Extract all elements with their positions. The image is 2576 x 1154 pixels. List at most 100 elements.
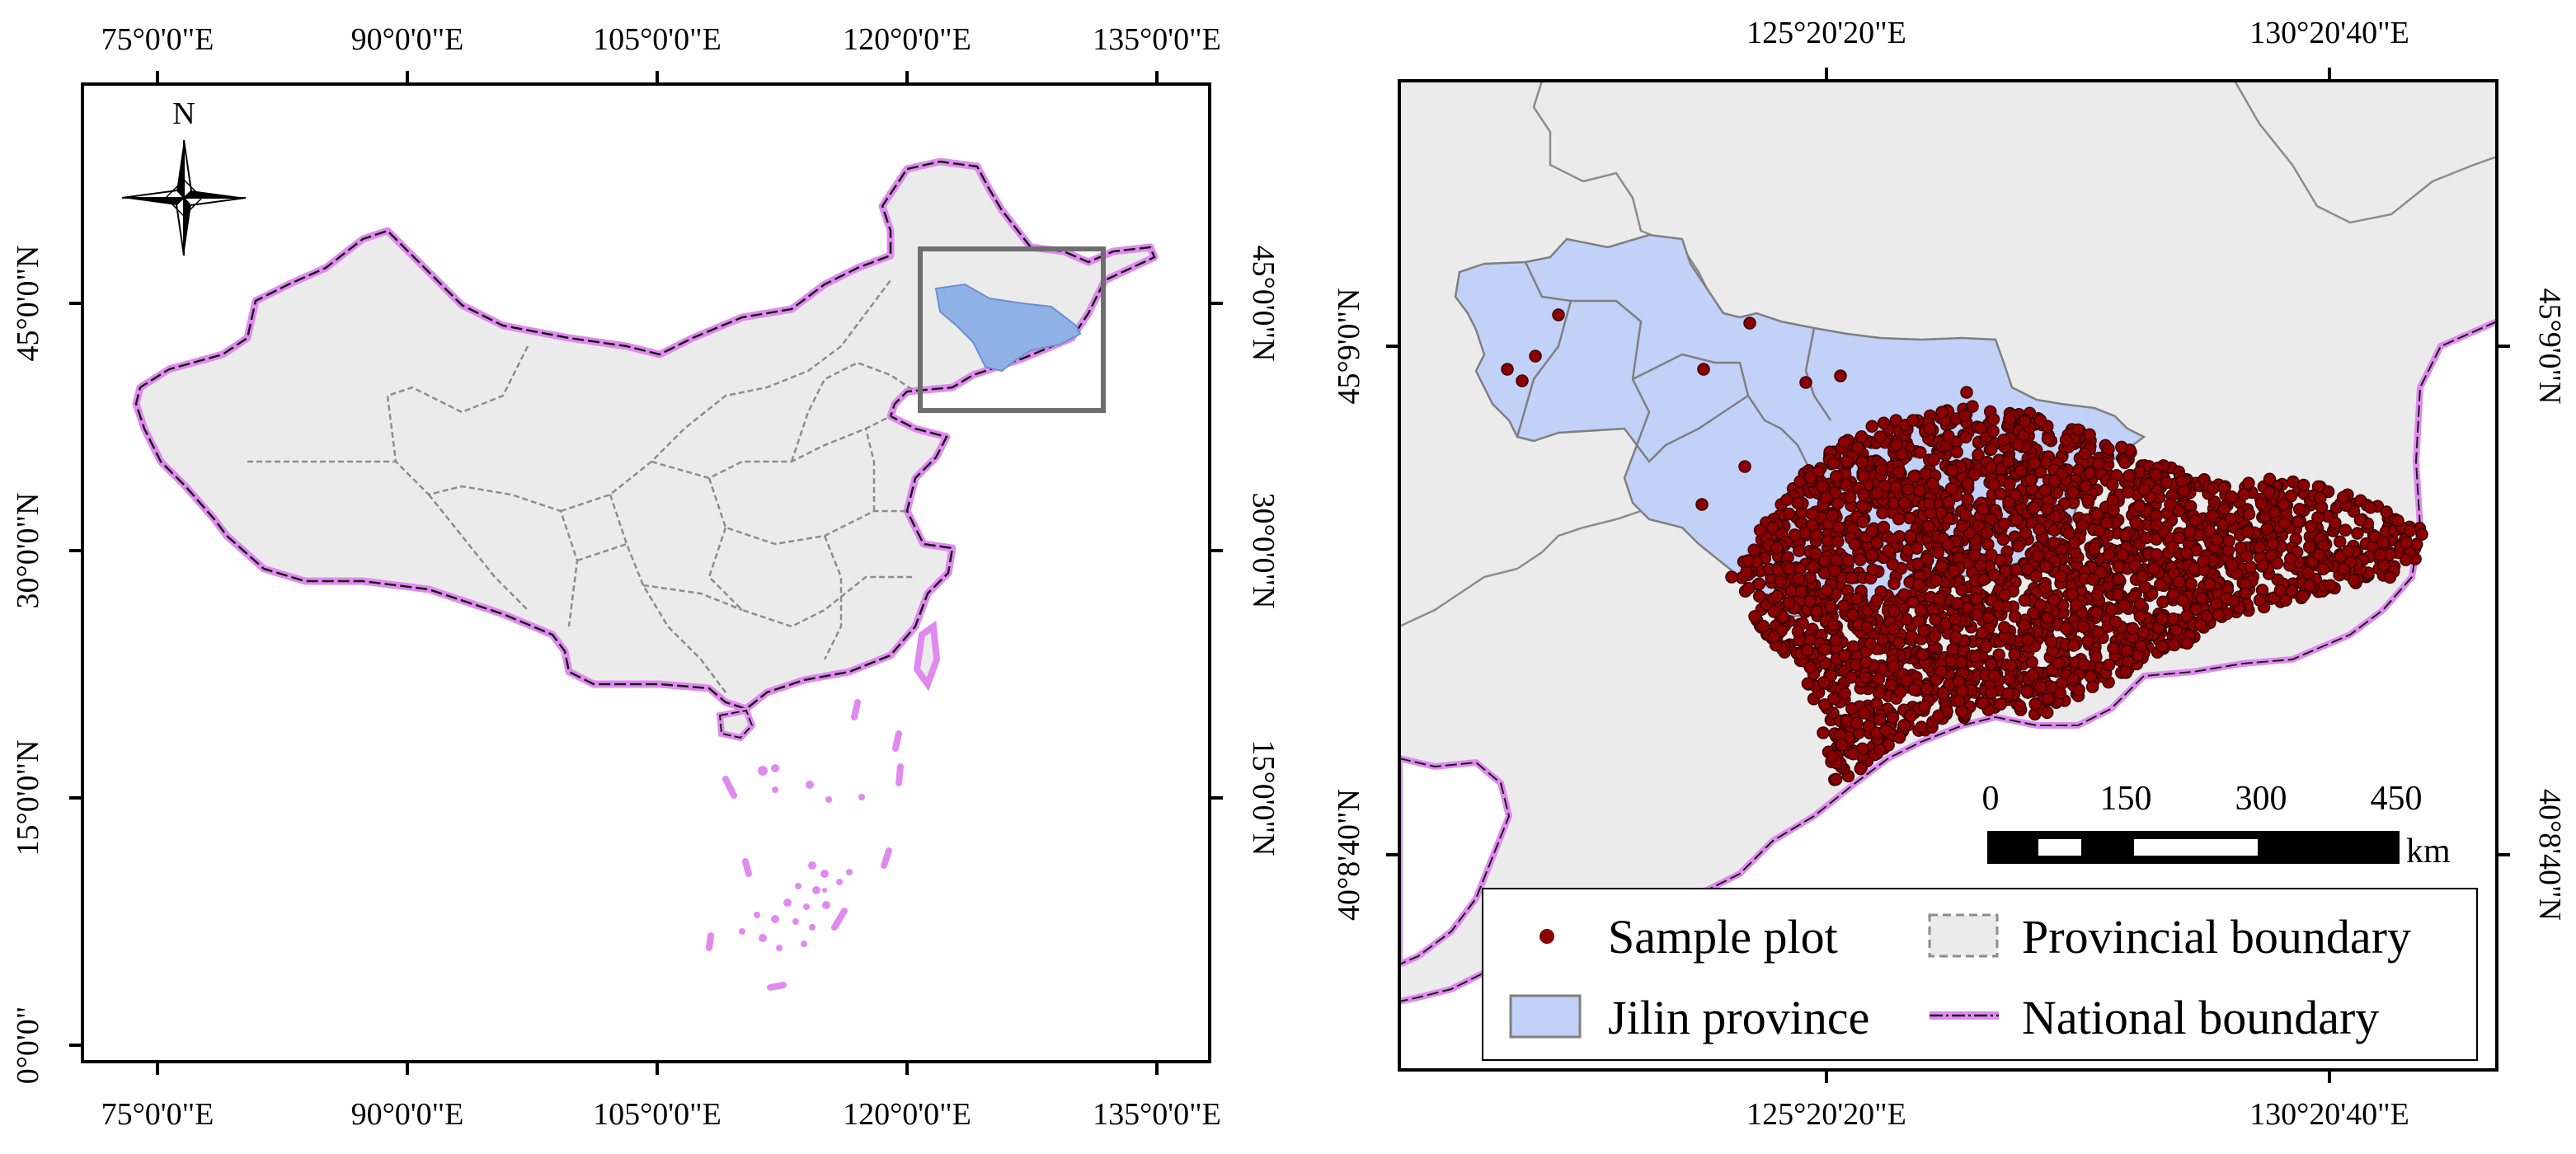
right-lat-tick: 45°0'0"N <box>1246 246 1281 362</box>
sample-plot-point <box>2018 415 2032 428</box>
sample-plot-point <box>1805 507 1819 521</box>
sample-plot-point <box>1946 642 1959 656</box>
sample-plot-point <box>2053 687 2067 700</box>
sample-plot-point <box>2026 607 2040 620</box>
sample-plot-point <box>2134 639 2148 653</box>
sample-plot-point <box>2041 692 2055 706</box>
sample-plot-point <box>1928 630 1942 643</box>
sample-plot-point <box>2085 680 2099 694</box>
sample-plot-point <box>2195 591 2208 605</box>
sample-plot-point <box>1843 490 1857 504</box>
sample-plot-point <box>1854 430 1869 443</box>
sample-plot-point <box>2040 502 2054 516</box>
sample-plot-point <box>1951 597 1964 610</box>
sample-plot-point <box>2138 580 2151 593</box>
sample-plot-point <box>2351 527 2364 540</box>
sample-plot-point <box>2324 579 2338 593</box>
sample-plot-point <box>2018 593 2032 607</box>
sample-plot-point <box>1916 648 1930 661</box>
sample-plot-point <box>1892 466 1906 479</box>
sample-plot-point <box>2083 467 2097 480</box>
right-lat-tick: 15°0'0"N <box>1246 740 1281 856</box>
sample-plot-point <box>1825 749 1839 763</box>
left-bottom-tick: 120°0'0"E <box>843 1097 971 1132</box>
sample-plot-point <box>1834 369 1847 382</box>
sample-plot-point <box>2059 622 2073 636</box>
sample-plot-point <box>1931 546 1945 560</box>
south-china-sea-dash-line <box>706 699 904 991</box>
sample-plot-point <box>1929 612 1942 626</box>
left-bottom-tick: 75°0'0"E <box>101 1097 214 1132</box>
sample-plot-point <box>2029 570 2042 583</box>
left-top-tick: 135°0'0"E <box>1093 22 1221 57</box>
sample-plot-point <box>2112 572 2126 586</box>
sample-plot-point <box>1792 572 1806 585</box>
sample-plot-point <box>2240 525 2254 538</box>
sample-plot-point <box>1950 445 1963 459</box>
left-bottom-tick: 135°0'0"E <box>1093 1097 1221 1132</box>
sample-plot-point <box>1994 697 2007 711</box>
sample-plot-point <box>1516 374 1529 387</box>
sample-plot-point <box>1770 541 1784 555</box>
sample-plot-point <box>2005 659 2018 673</box>
sample-plot-point <box>1873 713 1887 726</box>
sample-plot-point <box>1725 570 1738 584</box>
sample-plot-point <box>1855 455 1869 469</box>
sample-plot-point <box>1921 519 1935 533</box>
sample-plot-point <box>1918 700 1931 713</box>
sample-plot-point <box>1846 747 1860 761</box>
sample-plot-point <box>1936 687 1950 700</box>
sample-plot-point <box>1925 477 1939 490</box>
left-map-bottom-ticks: 75°0'0"E 90°0'0"E 105°0'0"E 120°0'0"E 13… <box>101 1097 1221 1132</box>
sample-plot-point <box>2234 541 2248 555</box>
sample-plot-point <box>2206 509 2219 523</box>
left-top-tick: 105°0'0"E <box>593 22 722 57</box>
right-bottom-tick: 125°20'20"E <box>1746 1097 1906 1132</box>
sample-plot-point <box>1972 448 1985 462</box>
sample-plot-point <box>2183 525 2197 538</box>
sample-plot-point <box>1774 575 1787 589</box>
sample-plot-point <box>1870 536 1883 550</box>
sample-plot-point <box>1856 515 1869 528</box>
sample-plot-point <box>1905 630 1918 643</box>
sample-plot-point <box>2316 562 2330 576</box>
sample-plot-point <box>2296 589 2310 603</box>
sample-plot-point <box>1967 548 1981 562</box>
sample-plot-point <box>2376 535 2390 549</box>
sample-plot-point <box>2187 562 2201 575</box>
sample-plot-point <box>2020 685 2034 698</box>
north-label: N <box>172 96 195 131</box>
sample-plot-point <box>2415 528 2428 542</box>
sample-plot-point <box>2120 644 2134 658</box>
sample-plot-point <box>2184 577 2198 591</box>
left-map-tick-marks <box>69 71 1223 1075</box>
sample-plot-point <box>1976 626 1989 640</box>
sample-plot-point <box>2341 545 2355 558</box>
sample-plot-point <box>2047 474 2061 487</box>
sample-plot-point <box>1803 471 1817 484</box>
right-left-tick: 40°8'40"N <box>1332 789 1366 921</box>
sample-plot-point <box>1884 678 1898 692</box>
sample-plot-point <box>1870 697 1883 711</box>
sample-plot-point <box>2081 634 2094 648</box>
left-provincial-boundaries <box>247 279 916 693</box>
sample-plot-point <box>1922 497 1936 510</box>
sample-plot-point <box>2111 588 2124 602</box>
left-lat-tick: 30°0'0"N <box>11 493 45 609</box>
sample-plot-point <box>1809 605 1823 618</box>
sample-plot-point <box>2112 560 2125 574</box>
sample-plot-point <box>2242 476 2255 490</box>
sample-plot-point <box>2118 528 2132 542</box>
sample-plot-point <box>2253 593 2267 607</box>
sample-plot-point <box>2237 488 2250 501</box>
sample-plot-point <box>1984 443 1998 456</box>
sample-plot-point <box>1915 720 1928 734</box>
sample-plot-point <box>2147 561 2160 575</box>
sample-plot-point <box>1820 584 1834 597</box>
sample-plot-point <box>2087 542 2101 556</box>
sample-plot-point <box>2034 680 2047 694</box>
sample-plot-point <box>1803 594 1817 608</box>
sample-plot-point <box>2067 639 2080 652</box>
sample-plot-point <box>1887 577 1901 590</box>
sample-plot-point <box>1974 421 1987 434</box>
